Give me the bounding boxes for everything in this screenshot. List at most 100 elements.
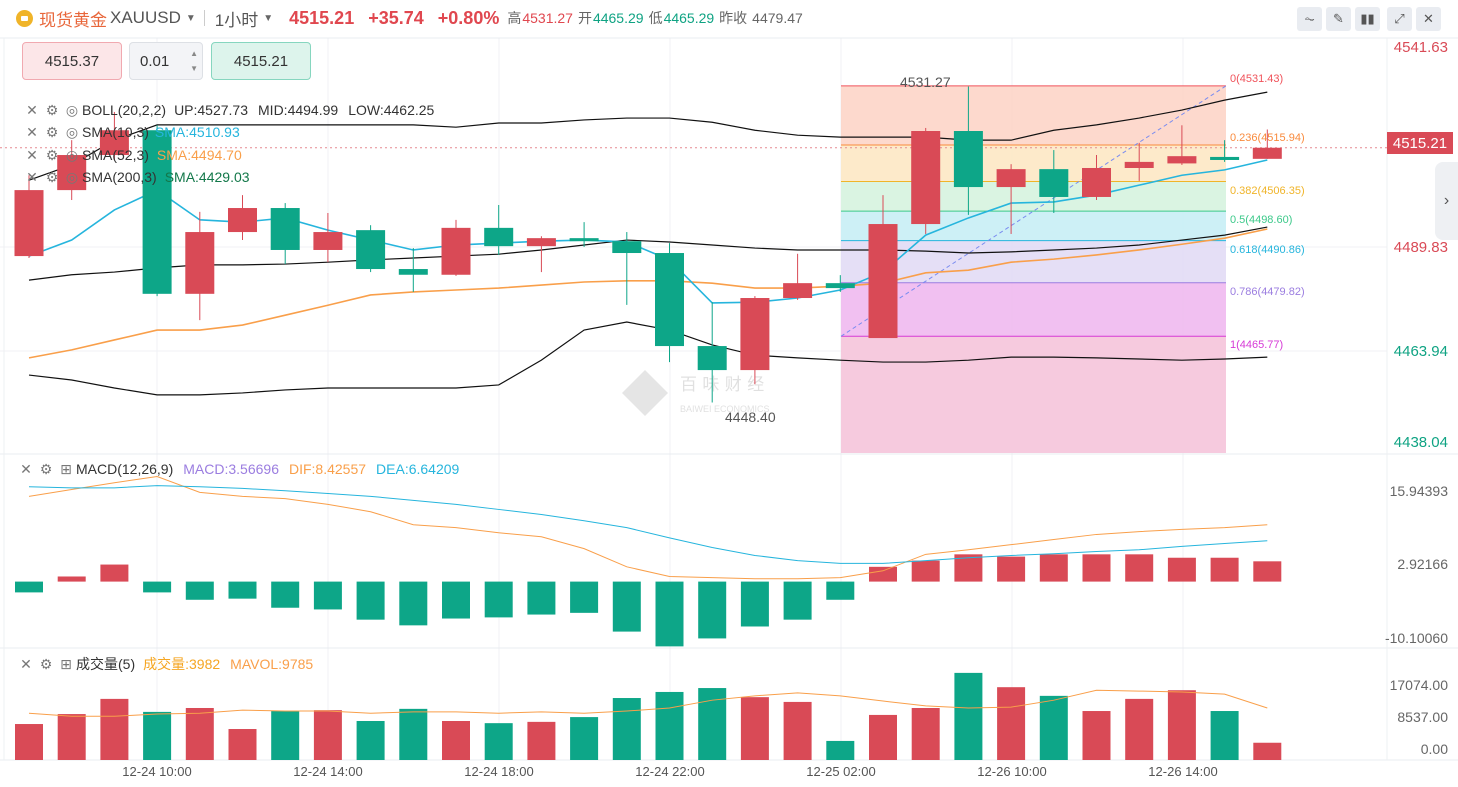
volume-bar xyxy=(612,698,641,760)
legend-boll: ✕ ⚙ ◎ BOLL(20,2,2) UP:4527.73 MID:4494.99 LOW:… xyxy=(22,101,434,119)
volume-bar xyxy=(954,672,983,760)
time-axis-label: 12-26 10:00 xyxy=(977,764,1047,779)
open-label: 开 xyxy=(577,10,592,26)
buy-price-button[interactable]: 4515.21 xyxy=(211,42,311,80)
dea-value: DEA:6.64209 xyxy=(376,461,460,477)
prev-close-value: 4479.47 xyxy=(752,10,803,26)
macd-bar xyxy=(57,576,86,582)
remove-icon[interactable]: ✕ xyxy=(20,655,32,672)
candle-body xyxy=(911,131,941,225)
high-label: 高 xyxy=(507,10,522,26)
settings-icon[interactable]: ⚙ xyxy=(45,168,59,185)
macd-bar xyxy=(313,581,342,610)
fib-zone xyxy=(841,282,1226,337)
expand-panel-tab[interactable]: › xyxy=(1435,162,1458,240)
watermark-text: 百 味 财 经 xyxy=(680,375,764,395)
fib-level-label: 0.786(4479.82) xyxy=(1230,285,1305,298)
settings-icon[interactable]: ⚙ xyxy=(39,655,53,672)
macd-axis-label: 2.92166 xyxy=(1397,556,1448,572)
volume-bar xyxy=(655,691,684,760)
fib-zone xyxy=(841,144,1226,182)
fib-level-label: 1(4465.77) xyxy=(1230,339,1284,352)
volume-bar xyxy=(1039,695,1068,760)
candle-body xyxy=(1082,167,1111,197)
watermark-logo xyxy=(622,370,668,416)
sma52-line xyxy=(28,228,1268,359)
remove-icon[interactable]: ✕ xyxy=(26,146,38,163)
visibility-icon[interactable]: ◎ xyxy=(65,101,79,118)
gold-coin-icon xyxy=(16,9,33,27)
volume-bar xyxy=(527,721,556,760)
sma200-name: SMA(200,3) xyxy=(82,169,157,185)
candle-body xyxy=(356,230,386,270)
sma52-name: SMA(52,3) xyxy=(82,147,149,163)
volume-bar xyxy=(15,724,43,760)
volume-bar xyxy=(399,708,428,760)
remove-icon[interactable]: ✕ xyxy=(26,101,38,118)
price-axis-label: 4438.04 xyxy=(1393,434,1448,451)
fib-zone xyxy=(841,211,1226,241)
time-axis-label: 12-24 22:00 xyxy=(635,764,705,779)
visibility-icon[interactable]: ◎ xyxy=(65,123,79,140)
quantity-value[interactable]: 0.01 xyxy=(140,52,170,70)
remove-icon[interactable]: ✕ xyxy=(26,168,38,185)
add-icon[interactable]: ⊞ xyxy=(60,655,72,672)
candle-body xyxy=(142,130,172,294)
remove-icon[interactable]: ✕ xyxy=(26,123,38,140)
expand-icon: ⤢ xyxy=(1394,11,1405,26)
sell-price-button[interactable]: 4515.37 xyxy=(22,42,122,80)
draw-button[interactable]: ✎ xyxy=(1326,7,1351,31)
sma52-value: SMA:4494.70 xyxy=(156,147,242,163)
close-button[interactable]: ✕ xyxy=(1416,7,1441,31)
indicator-icon: ⏦ xyxy=(1304,11,1315,26)
volume-bar xyxy=(1210,711,1239,760)
volume-bar xyxy=(442,720,470,760)
boll-up: UP:4527.73 xyxy=(174,102,249,118)
boll-low: LOW:4462.25 xyxy=(348,102,435,118)
candle-body xyxy=(655,253,684,347)
candle-body xyxy=(14,190,44,257)
mavol-line xyxy=(28,689,1268,717)
candle-body xyxy=(484,227,514,247)
settings-icon[interactable]: ⚙ xyxy=(39,460,53,477)
time-axis-label: 12-24 14:00 xyxy=(293,764,363,779)
candle-type-button[interactable]: ▮▮ xyxy=(1355,7,1380,31)
indicator-button[interactable]: ⏦ xyxy=(1297,7,1322,31)
settings-icon[interactable]: ⚙ xyxy=(45,123,59,140)
add-icon[interactable]: ⊞ xyxy=(60,460,72,477)
boll-mid: MID:4494.99 xyxy=(258,102,339,118)
sma200-value: SMA:4429.03 xyxy=(164,169,250,185)
quantity-stepper[interactable]: 0.01 ▲ ▼ xyxy=(129,42,203,80)
open-value: 4465.29 xyxy=(592,10,644,26)
candle-body xyxy=(996,169,1026,188)
candle-body xyxy=(868,224,898,339)
instrument-symbol[interactable]: XAUUSD xyxy=(110,8,181,27)
period-dropdown-icon[interactable]: ▼ xyxy=(263,12,274,24)
macd-bar xyxy=(997,556,1026,582)
candle-body xyxy=(1039,169,1069,197)
macd-bar xyxy=(826,581,855,600)
period-selector[interactable]: 1小时 xyxy=(214,10,259,30)
visibility-icon[interactable]: ◎ xyxy=(65,146,79,163)
watermark: 百 味 财 经 BAIWEI ECONOMICS xyxy=(622,370,770,416)
stepper-arrows-icon[interactable]: ▲ ▼ xyxy=(190,49,198,73)
candle-body xyxy=(953,131,983,188)
remove-icon[interactable]: ✕ xyxy=(20,460,32,477)
settings-icon[interactable]: ⚙ xyxy=(45,101,59,118)
instrument-name[interactable]: 现货黄金 xyxy=(39,10,107,30)
candle-body xyxy=(99,130,129,156)
candle-body xyxy=(398,269,428,275)
symbol-dropdown-icon[interactable]: ▼ xyxy=(185,12,196,24)
candle-body xyxy=(612,241,642,254)
visibility-icon[interactable]: ◎ xyxy=(65,168,79,185)
candle-body xyxy=(783,283,813,299)
legend-sma10: ✕ ⚙ ◎ SMA(10,3) SMA:4510.93 xyxy=(22,123,240,141)
boll-upper-line xyxy=(28,91,1268,181)
fullscreen-button[interactable]: ⤢ xyxy=(1387,7,1412,31)
volume-bar xyxy=(356,720,385,760)
macd-bar xyxy=(399,581,428,626)
settings-icon[interactable]: ⚙ xyxy=(45,146,59,163)
legend-sma200: ✕ ⚙ ◎ SMA(200,3) SMA:4429.03 xyxy=(22,168,250,186)
boll-mid-line xyxy=(28,226,1268,281)
